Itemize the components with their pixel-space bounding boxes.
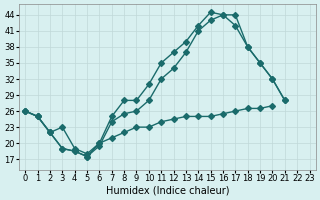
- X-axis label: Humidex (Indice chaleur): Humidex (Indice chaleur): [106, 186, 229, 196]
